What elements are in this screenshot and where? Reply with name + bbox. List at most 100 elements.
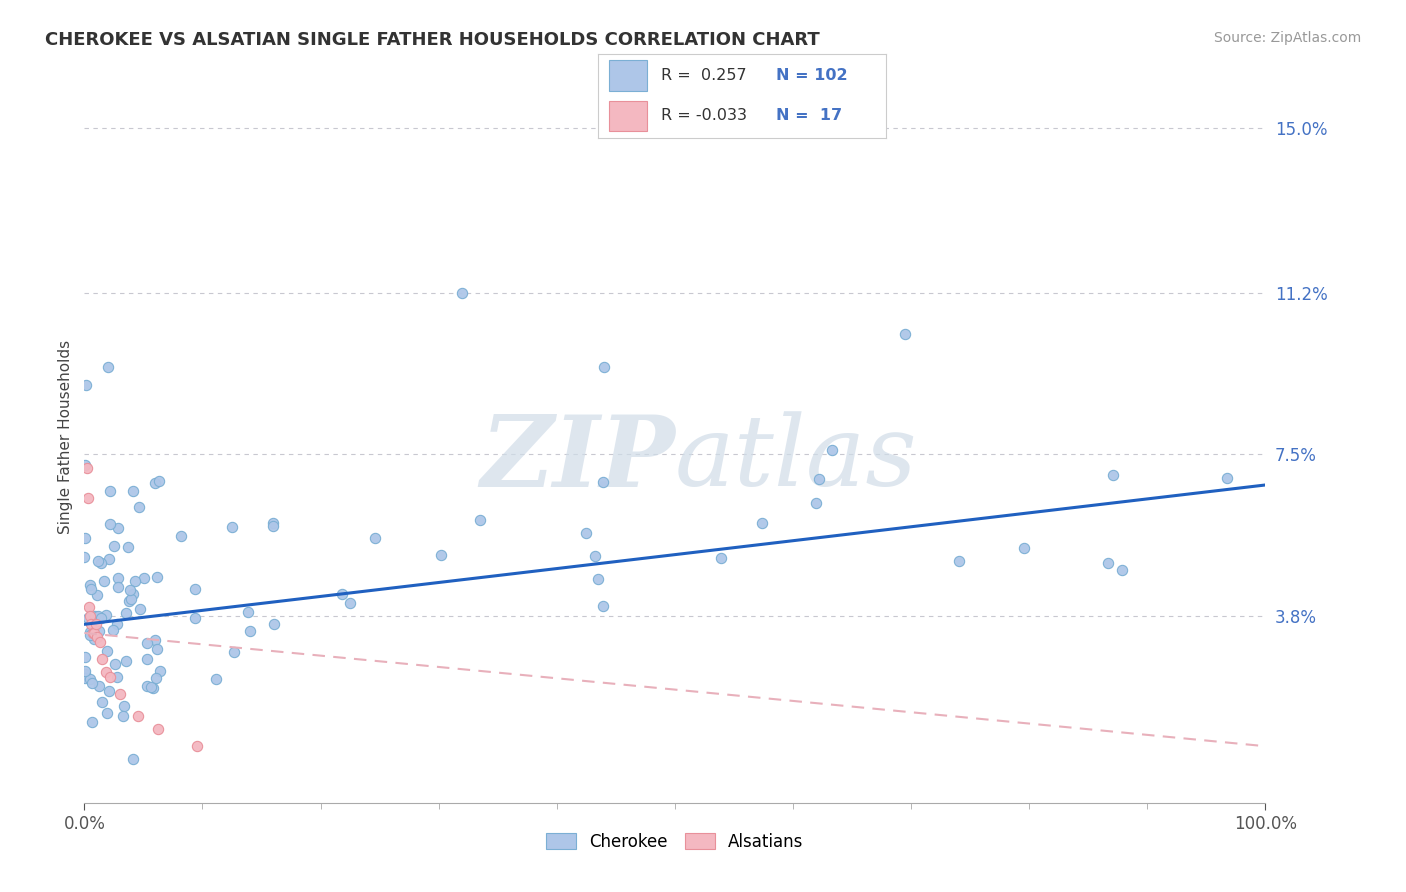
Point xyxy=(114,655,136,669)
Point xyxy=(149,664,172,678)
Bar xyxy=(609,101,647,131)
Point xyxy=(112,709,135,723)
Point xyxy=(121,587,143,601)
Point xyxy=(139,680,162,694)
Point xyxy=(575,525,598,540)
Point xyxy=(148,474,170,488)
Point xyxy=(84,617,107,632)
Point xyxy=(91,695,114,709)
Point xyxy=(73,458,96,472)
Point xyxy=(73,650,96,665)
Point xyxy=(98,484,121,499)
Point xyxy=(170,529,193,543)
Point xyxy=(84,609,107,624)
Point xyxy=(87,609,110,624)
Point xyxy=(122,483,145,498)
Point xyxy=(751,516,773,530)
Point xyxy=(90,557,112,571)
Text: CHEROKEE VS ALSATIAN SINGLE FATHER HOUSEHOLDS CORRELATION CHART: CHEROKEE VS ALSATIAN SINGLE FATHER HOUSE… xyxy=(45,31,820,49)
Point xyxy=(118,594,141,608)
Point xyxy=(75,531,97,545)
Point xyxy=(894,326,917,341)
Text: atlas: atlas xyxy=(675,411,918,507)
Legend: Cherokee, Alsatians: Cherokee, Alsatians xyxy=(540,826,810,858)
Point xyxy=(79,673,101,687)
Point xyxy=(75,377,97,392)
Point xyxy=(1012,541,1035,555)
Point xyxy=(79,578,101,592)
Point xyxy=(82,626,104,640)
Point xyxy=(948,554,970,568)
Point xyxy=(222,645,245,659)
Point xyxy=(135,636,157,650)
Point xyxy=(73,671,96,685)
Point xyxy=(86,631,108,645)
Point xyxy=(263,617,285,632)
Point xyxy=(83,632,105,647)
Point xyxy=(87,554,110,568)
Point xyxy=(86,588,108,602)
Point xyxy=(89,634,111,648)
Point xyxy=(79,608,101,623)
Point xyxy=(121,752,143,766)
Point xyxy=(107,571,129,585)
Text: Source: ZipAtlas.com: Source: ZipAtlas.com xyxy=(1213,31,1361,45)
Point xyxy=(221,520,243,534)
Point xyxy=(83,626,105,640)
Point xyxy=(143,476,166,491)
Point xyxy=(592,599,614,613)
Text: N =  17: N = 17 xyxy=(776,108,842,123)
Point xyxy=(1101,468,1123,483)
Point xyxy=(98,552,121,566)
Point xyxy=(146,722,169,736)
Point xyxy=(593,360,616,375)
Point xyxy=(592,475,614,489)
Bar xyxy=(609,61,647,91)
Point xyxy=(96,643,118,657)
Point xyxy=(238,605,260,619)
Point xyxy=(468,513,491,527)
Point xyxy=(82,676,104,690)
Point xyxy=(262,516,284,530)
Point xyxy=(75,665,97,679)
Point xyxy=(451,286,474,301)
Point xyxy=(97,360,120,375)
Point xyxy=(136,652,159,666)
Point xyxy=(117,540,139,554)
Point xyxy=(586,572,609,586)
Point xyxy=(1216,470,1239,484)
Text: N = 102: N = 102 xyxy=(776,68,848,83)
Point xyxy=(87,624,110,638)
Point xyxy=(330,587,353,601)
Point xyxy=(108,687,131,701)
Point xyxy=(103,539,125,553)
Point xyxy=(145,672,167,686)
Point xyxy=(79,628,101,642)
Point xyxy=(239,624,262,639)
Point xyxy=(107,580,129,594)
Point xyxy=(262,519,284,533)
Point xyxy=(583,549,606,563)
Point xyxy=(142,681,165,695)
Point xyxy=(364,531,387,545)
Point xyxy=(120,591,142,606)
Point xyxy=(98,669,121,683)
Point xyxy=(821,442,844,457)
Point xyxy=(120,582,142,597)
Point xyxy=(105,670,128,684)
Point xyxy=(124,574,146,588)
Point xyxy=(107,521,129,535)
Point xyxy=(204,673,226,687)
Point xyxy=(73,666,96,681)
Point xyxy=(146,641,169,656)
Point xyxy=(101,624,124,638)
Point xyxy=(804,496,827,510)
Point xyxy=(186,739,208,754)
Point xyxy=(98,516,121,531)
Point xyxy=(76,460,98,475)
Point xyxy=(143,632,166,647)
Point xyxy=(1111,563,1133,577)
Point xyxy=(339,596,361,610)
Point xyxy=(90,611,112,625)
Point xyxy=(94,608,117,623)
